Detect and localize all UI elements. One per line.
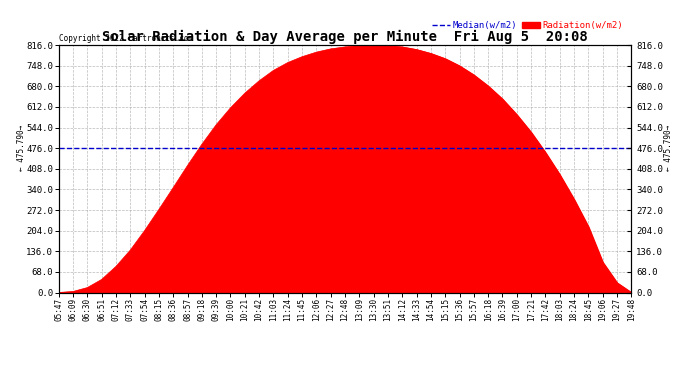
Legend: Median(w/m2), Radiation(w/m2): Median(w/m2), Radiation(w/m2) [428,17,627,33]
Text: ← 475.790→: ← 475.790→ [17,125,26,171]
Title: Solar Radiation & Day Average per Minute  Fri Aug 5  20:08: Solar Radiation & Day Average per Minute… [102,30,588,44]
Text: ← 475.790→: ← 475.790→ [664,125,673,171]
Text: Copyright 2022 Cartronics.com: Copyright 2022 Cartronics.com [59,33,193,42]
